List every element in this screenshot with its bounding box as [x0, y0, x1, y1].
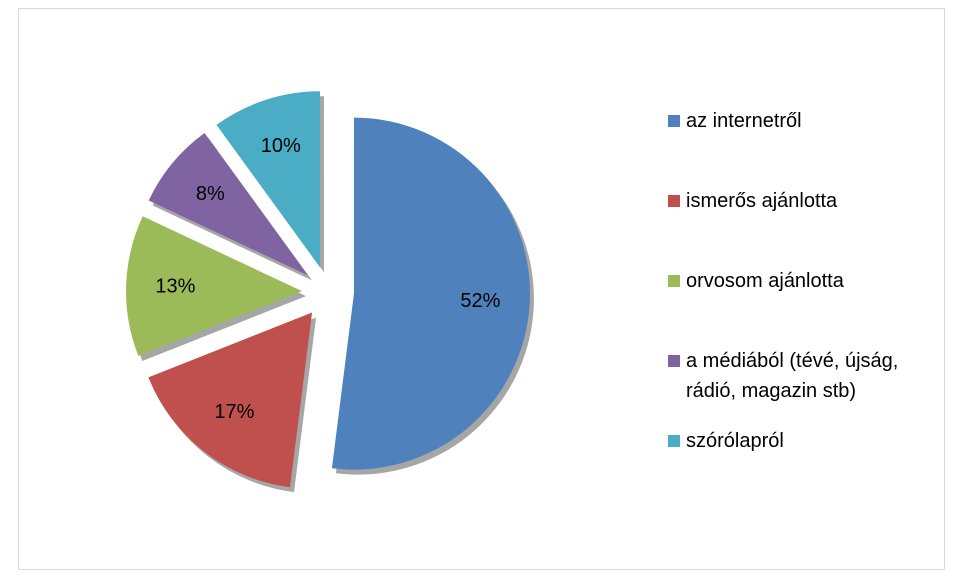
legend-item: szórólapról — [668, 426, 943, 456]
legend-swatch — [668, 275, 680, 287]
legend-swatch — [668, 435, 680, 447]
data-label: 17% — [214, 401, 254, 423]
legend-item: az internetről — [668, 106, 943, 136]
legend-label: ismerős ajánlotta — [686, 190, 838, 212]
slice — [216, 91, 320, 268]
legend-swatch — [668, 355, 680, 367]
data-label: 10% — [261, 135, 301, 157]
data-label: 8% — [196, 183, 225, 205]
legend-item: orvosom ajánlotta — [668, 266, 943, 296]
legend-item: ismerős ajánlotta — [668, 186, 943, 216]
legend-label: az internetről — [686, 110, 802, 132]
legend-label: szórólapról — [686, 430, 784, 452]
legend-label: a médiából (tévé, újság, rádió, magazin … — [686, 350, 899, 402]
legend-label: orvosom ajánlotta — [686, 270, 844, 292]
legend-swatch — [668, 195, 680, 207]
data-label: 13% — [155, 275, 195, 297]
slice — [148, 133, 308, 276]
slice — [331, 117, 530, 470]
slice — [148, 312, 313, 488]
data-label: 52% — [460, 290, 500, 312]
slice — [126, 216, 303, 356]
legend-swatch — [668, 115, 680, 127]
legend-item: a médiából (tévé, újság, rádió, magazin … — [668, 346, 943, 406]
